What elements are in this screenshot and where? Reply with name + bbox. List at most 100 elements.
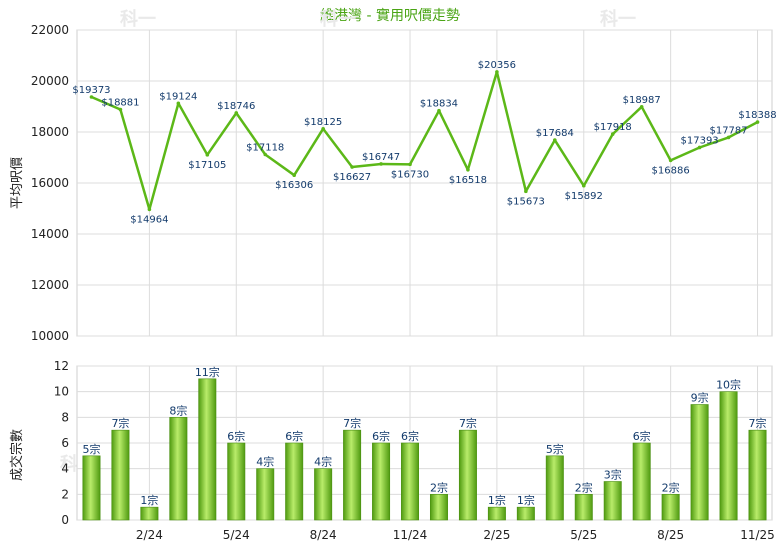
bar-y-tick-label: 10 — [54, 385, 69, 399]
transactions-bar — [574, 494, 593, 521]
transactions-data-label: 7宗 — [343, 416, 361, 430]
price-data-label: $15673 — [507, 196, 545, 207]
price-data-label: $16730 — [391, 169, 429, 180]
transactions-bar — [82, 455, 101, 521]
price-data-label: $15892 — [565, 191, 603, 202]
price-point — [437, 108, 441, 113]
transactions-data-label: 11宗 — [195, 365, 220, 379]
x-tick-label: 11/25 — [740, 528, 775, 542]
price-data-label: $18125 — [304, 117, 342, 128]
price-data-label: $18987 — [623, 95, 661, 106]
price-data-label: $17118 — [246, 142, 284, 153]
bar-y-tick-label: 6 — [61, 436, 69, 450]
price-data-label: $17787 — [709, 125, 747, 136]
price-point — [639, 105, 644, 109]
line-y-tick-label: 10000 — [31, 329, 69, 343]
transactions-bar — [458, 429, 477, 521]
transactions-bar — [401, 442, 420, 521]
transactions-data-label: 9宗 — [691, 391, 709, 405]
price-series-line — [91, 70, 759, 211]
transactions-data-label: 7宗 — [111, 416, 129, 430]
price-point — [466, 167, 470, 172]
transactions-bar — [632, 442, 651, 521]
price-point — [89, 95, 94, 99]
transactions-data-label: 3宗 — [604, 468, 622, 482]
price-point — [321, 127, 325, 131]
transactions-data-label: 5宗 — [82, 442, 100, 456]
transactions-data-label: 8宗 — [169, 403, 187, 417]
price-data-label: $18881 — [101, 98, 139, 109]
x-tick-label: 5/25 — [570, 528, 597, 542]
watermark-text: 科一 — [120, 8, 156, 30]
price-point — [668, 158, 673, 163]
transactions-bar — [343, 429, 362, 521]
transactions-bar — [314, 468, 333, 521]
transactions-data-label: 6宗 — [285, 429, 303, 443]
bar-y-tick-label: 2 — [61, 487, 69, 501]
bar-y-tick-label: 12 — [54, 359, 69, 373]
price-point — [726, 135, 731, 140]
price-point — [524, 189, 528, 194]
chart-title: 維港灣 - 實用呎價走勢 — [320, 7, 460, 24]
price-point — [205, 153, 210, 157]
transactions-data-label: 7宗 — [459, 416, 477, 430]
price-point — [350, 165, 354, 169]
transactions-data-label: 6宗 — [372, 429, 390, 443]
price-point — [610, 132, 615, 136]
transactions-data-label: 1宗 — [517, 493, 535, 507]
bar-y-axis-label: 成交宗數 — [9, 429, 25, 481]
price-point — [553, 138, 557, 142]
transactions-bar — [661, 494, 680, 521]
price-line-panel: 10000 12000 14000 16000 18000 20000 22000 $1937… — [31, 23, 777, 343]
price-data-label: $19373 — [72, 85, 110, 96]
bar-y-tick-label: 8 — [61, 410, 69, 424]
transactions-data-label: 7宗 — [749, 416, 767, 430]
transactions-bar — [545, 455, 564, 521]
price-data-label: $16627 — [333, 172, 371, 183]
bar-y-tick-label: 0 — [61, 513, 69, 527]
price-point — [118, 107, 123, 112]
transactions-bar — [603, 481, 622, 521]
transactions-data-label: 2宗 — [575, 480, 593, 494]
price-data-label: $17918 — [594, 122, 632, 133]
transactions-bar — [169, 417, 188, 521]
watermark-text: 科一 — [320, 8, 356, 30]
price-data-label: $16747 — [362, 152, 400, 163]
x-tick-label: 11/24 — [393, 528, 428, 542]
price-point — [379, 162, 383, 166]
price-point — [495, 70, 499, 74]
transactions-data-label: 4宗 — [256, 455, 274, 469]
transactions-data-label: 1宗 — [488, 493, 506, 507]
transactions-bar — [372, 442, 391, 521]
price-data-label: $16518 — [449, 175, 487, 186]
transactions-data-label: 2宗 — [430, 480, 448, 494]
line-y-tick-label: 20000 — [31, 74, 69, 88]
transactions-bar — [227, 442, 246, 521]
transactions-bar — [429, 494, 448, 521]
transactions-data-label: 6宗 — [401, 429, 419, 443]
transactions-bar — [516, 506, 535, 521]
transactions-data-label: 5宗 — [546, 442, 564, 456]
watermark-text: 科一 — [600, 8, 636, 30]
line-y-tick-label: 18000 — [31, 125, 69, 139]
transactions-data-label: 10宗 — [716, 378, 741, 392]
price-data-label: $17393 — [681, 135, 719, 146]
transactions-bar — [111, 429, 130, 521]
x-tick-label: 8/24 — [310, 528, 337, 542]
price-point — [176, 101, 181, 106]
transactions-bar — [748, 429, 767, 521]
price-data-label: $18746 — [217, 101, 255, 112]
line-y-tick-label: 12000 — [31, 278, 69, 292]
transactions-data-label: 6宗 — [633, 429, 651, 443]
x-tick-label: 2/24 — [136, 528, 163, 542]
transactions-bar — [198, 378, 217, 521]
transactions-bar — [690, 404, 709, 521]
transactions-bar — [719, 391, 738, 521]
transactions-data-label: 2宗 — [662, 480, 680, 494]
price-data-label: $17684 — [536, 128, 574, 139]
x-tick-label: 2/25 — [483, 528, 510, 542]
transactions-bar — [140, 506, 159, 521]
x-tick-label: 8/25 — [657, 528, 684, 542]
